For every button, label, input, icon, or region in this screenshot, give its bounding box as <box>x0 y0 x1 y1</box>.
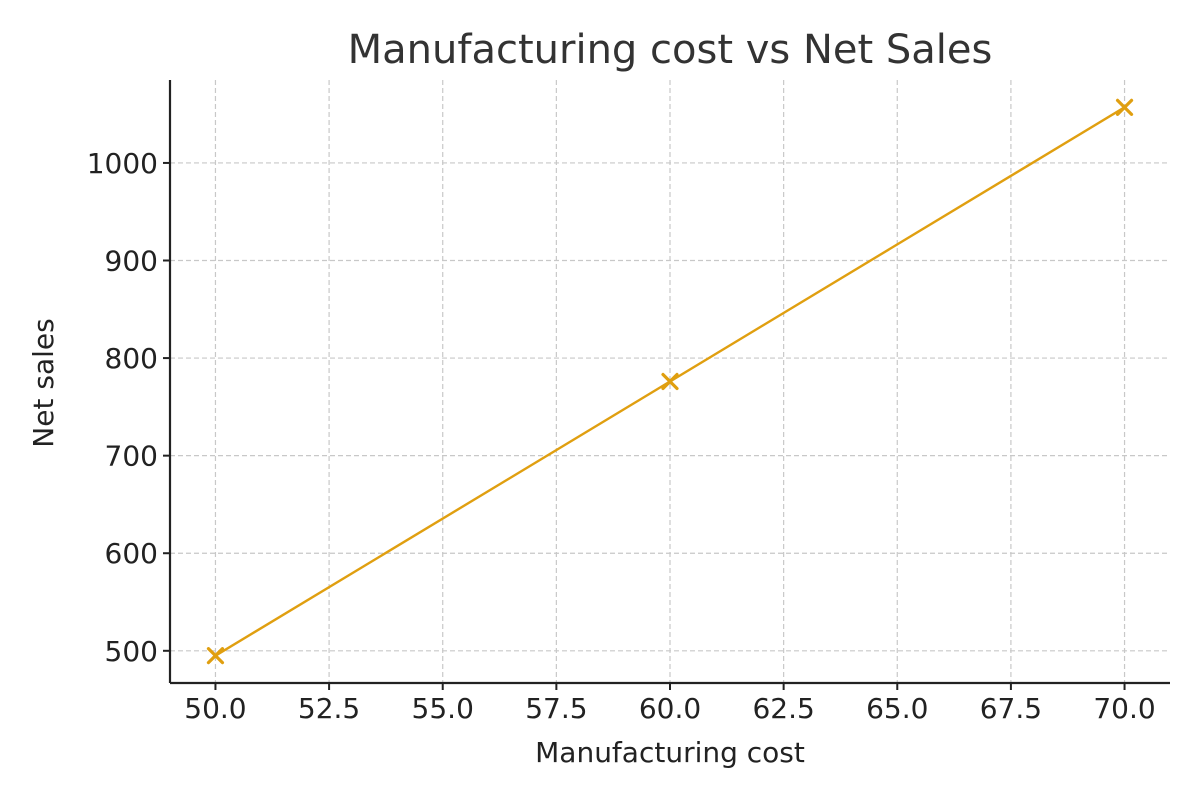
x-axis-label: Manufacturing cost <box>535 736 805 769</box>
data-point-marker <box>1115 98 1134 116</box>
x-tick-label: 60.0 <box>639 692 701 725</box>
y-tick-label: 800 <box>105 342 158 375</box>
y-tick-label: 1000 <box>87 147 158 180</box>
y-axis-label: Net sales <box>27 318 60 447</box>
axes <box>163 80 1170 690</box>
x-tick-label: 67.5 <box>980 692 1042 725</box>
y-tick-label: 600 <box>105 537 158 570</box>
data-point-marker <box>206 647 225 665</box>
y-tick-label: 900 <box>105 245 158 278</box>
x-tick-label: 57.5 <box>525 692 587 725</box>
x-tick-label: 62.5 <box>752 692 814 725</box>
marker-stroke <box>661 372 679 391</box>
marker-stroke <box>1115 98 1134 116</box>
x-tick-label: 50.0 <box>184 692 246 725</box>
chart-title: Manufacturing cost vs Net Sales <box>348 27 993 73</box>
grid <box>170 80 1170 683</box>
y-tick-label: 700 <box>105 440 158 473</box>
data-point-marker <box>661 372 679 391</box>
marker-stroke <box>206 647 225 665</box>
x-tick-label: 70.0 <box>1093 692 1155 725</box>
tick-labels: 50.0 52.5 55.0 57.5 60.0 62.5 65.0 67.5 70.0 500 6… <box>87 147 1156 725</box>
x-tick-label: 65.0 <box>866 692 928 725</box>
x-tick-label: 52.5 <box>298 692 360 725</box>
x-tick-label: 55.0 <box>412 692 474 725</box>
y-tick-label: 500 <box>105 635 158 668</box>
series <box>206 98 1134 665</box>
